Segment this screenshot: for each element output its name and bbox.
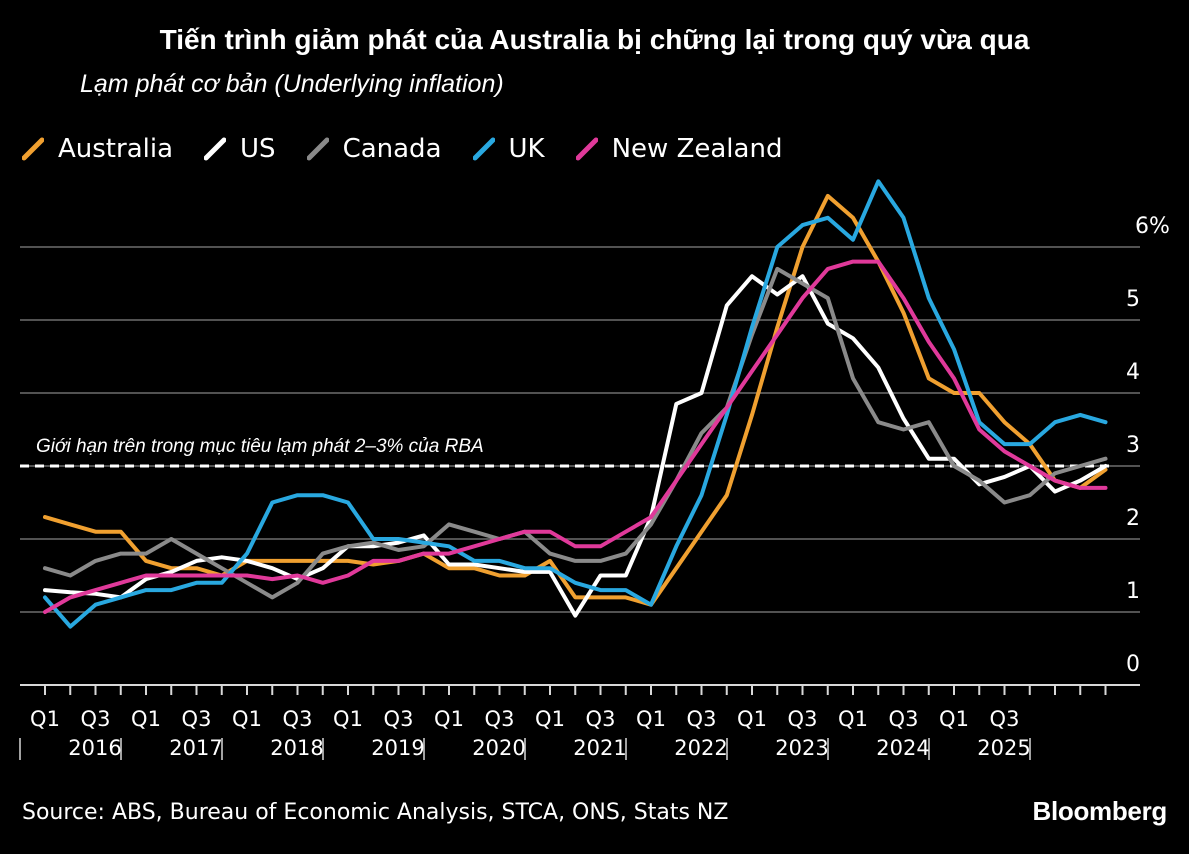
x-year-label: 2018 bbox=[270, 736, 323, 760]
series-line-uk bbox=[43, 179, 1108, 629]
chart-subtitle: Lạm phát cơ bản (Underlying inflation) bbox=[80, 70, 504, 98]
x-tick-label: Q3 bbox=[81, 707, 111, 731]
x-year-label: 2019 bbox=[371, 736, 424, 760]
x-year-label: 2022 bbox=[674, 736, 727, 760]
legend-item-new-zealand: New Zealand bbox=[575, 134, 783, 164]
legend-label: New Zealand bbox=[611, 134, 783, 164]
legend-swatch-icon bbox=[472, 137, 495, 161]
x-tick-label: Q1 bbox=[939, 707, 969, 731]
rba-annotation: Giới hạn trên trong mục tiêu lạm phát 2–… bbox=[36, 436, 484, 457]
x-tick-label: Q3 bbox=[384, 707, 414, 731]
legend-label: Australia bbox=[58, 134, 174, 164]
x-tick-label: Q1 bbox=[232, 707, 262, 731]
x-year-label: 2021 bbox=[573, 736, 626, 760]
y-tick-label: 3 bbox=[1126, 433, 1140, 458]
x-year-label: 2016 bbox=[68, 736, 121, 760]
bloomberg-logo: Bloomberg bbox=[1032, 796, 1167, 826]
legend-swatch-icon bbox=[204, 137, 227, 161]
x-year-label: 2020 bbox=[472, 736, 525, 760]
legend-label: Canada bbox=[342, 134, 442, 164]
x-year-label: 2023 bbox=[775, 736, 828, 760]
y-tick-label: 2 bbox=[1126, 506, 1140, 531]
y-tick-label: 4 bbox=[1126, 360, 1140, 385]
x-tick-label: Q3 bbox=[889, 707, 919, 731]
x-tick-label: Q1 bbox=[737, 707, 767, 731]
x-tick-label: Q1 bbox=[131, 707, 161, 731]
x-tick-label: Q1 bbox=[30, 707, 60, 731]
legend-swatch-icon bbox=[22, 137, 44, 161]
legend-label: UK bbox=[508, 134, 545, 164]
x-tick-label: Q1 bbox=[535, 707, 565, 731]
x-tick-label: Q3 bbox=[788, 707, 818, 731]
series-line-us bbox=[43, 274, 1108, 618]
x-tick-label: Q3 bbox=[687, 707, 717, 731]
legend-item-australia: Australia bbox=[22, 134, 173, 164]
x-tick-label: Q1 bbox=[434, 707, 464, 731]
legend-item-canada: Canada bbox=[306, 134, 442, 164]
legend: Australia US Canada UK New Zealand bbox=[22, 134, 813, 164]
x-tick-label: Q1 bbox=[636, 707, 666, 731]
legend-swatch-icon bbox=[575, 137, 598, 161]
x-year-label: 2017 bbox=[169, 736, 222, 760]
x-tick-label: Q1 bbox=[333, 707, 363, 731]
x-tick-label: Q1 bbox=[838, 707, 868, 731]
x-year-label: 2025 bbox=[977, 736, 1030, 760]
legend-item-us: US bbox=[204, 134, 276, 164]
legend-label: US bbox=[240, 134, 276, 164]
source-note: Source: ABS, Bureau of Economic Analysis… bbox=[22, 800, 729, 825]
legend-item-uk: UK bbox=[472, 134, 545, 164]
x-tick-label: Q3 bbox=[485, 707, 515, 731]
y-tick-label: 5 bbox=[1126, 287, 1140, 312]
y-tick-label: 0 bbox=[1126, 652, 1140, 677]
series-line-australia bbox=[43, 193, 1108, 607]
x-tick-label: Q3 bbox=[283, 707, 313, 731]
y-tick-label: 1 bbox=[1126, 579, 1140, 604]
x-tick-label: Q3 bbox=[990, 707, 1020, 731]
legend-swatch-icon bbox=[306, 137, 329, 161]
x-tick-label: Q3 bbox=[182, 707, 212, 731]
series-line-new-zealand bbox=[43, 259, 1108, 614]
x-year-label: 2024 bbox=[876, 736, 929, 760]
series-line-canada bbox=[43, 266, 1108, 600]
x-tick-label: Q3 bbox=[586, 707, 616, 731]
y-tick-label: 6% bbox=[1135, 214, 1170, 239]
chart-title: Tiến trình giảm phát của Australia bị ch… bbox=[159, 24, 1030, 55]
